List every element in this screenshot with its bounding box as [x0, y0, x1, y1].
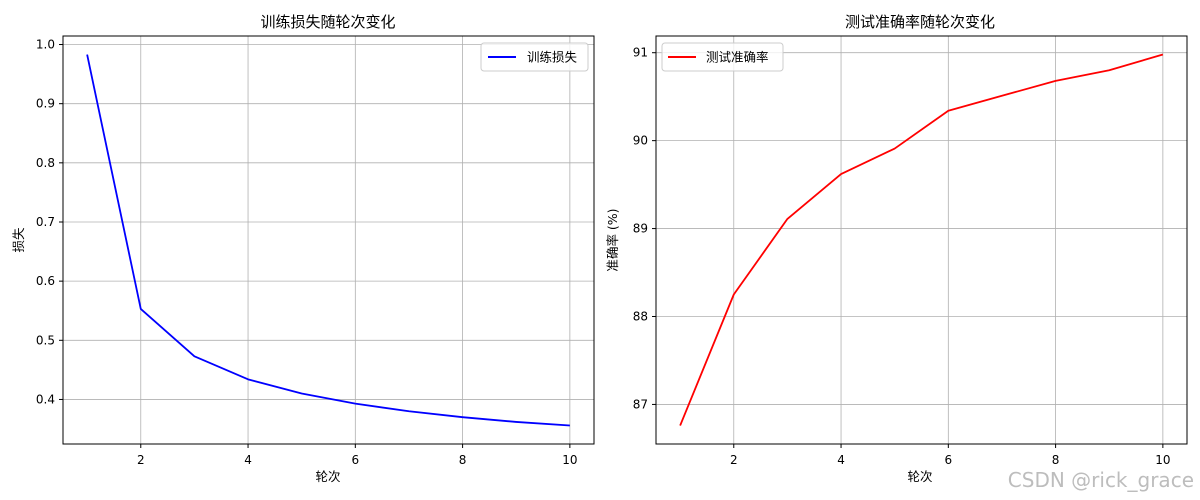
y-tick-label: 0.5	[36, 333, 55, 347]
series-line	[86, 54, 570, 427]
series-line	[679, 53, 1164, 426]
legend-box	[661, 42, 784, 72]
loss-chart: 训练损失随轮次变化 2 4 6 8 10 0.4 0.5 0.6 0.7 0.8 0.9 1.0 轮次…	[11, 13, 595, 484]
legend-label: 测试准确率	[706, 50, 769, 65]
x-axis-label: 轮次	[315, 469, 340, 484]
y-tick-label: 89	[633, 222, 648, 236]
y-axis-label: 损失	[11, 227, 26, 253]
x-tick-label: 2	[137, 453, 145, 467]
y-tick-label: 91	[633, 46, 648, 60]
x-axis-label: 轮次	[907, 469, 932, 484]
x-tick-label: 4	[244, 453, 252, 467]
legend-label: 训练损失	[527, 50, 578, 65]
y-tick-label: 0.7	[36, 215, 55, 229]
watermark: CSDN @rick_grace	[1007, 468, 1194, 492]
x-tick-label: 6	[944, 453, 952, 467]
y-tick-label: 87	[633, 397, 648, 411]
y-tick-label: 1.0	[36, 38, 55, 52]
y-axis-label: 准确率 (%)	[605, 208, 620, 271]
x-tick-label: 8	[1052, 453, 1060, 467]
y-tick-label: 88	[633, 310, 648, 324]
x-tick-label: 10	[1155, 453, 1170, 467]
legend-box	[480, 42, 589, 72]
x-tick-label: 10	[562, 453, 577, 467]
legend: 测试准确率	[661, 42, 784, 72]
y-tick-label: 0.8	[36, 156, 55, 170]
legend: 训练损失	[480, 42, 589, 72]
y-tick-label: 90	[633, 134, 648, 148]
x-tick-label: 6	[351, 453, 359, 467]
x-tick-label: 8	[459, 453, 467, 467]
plot-area-frame	[62, 35, 595, 445]
accuracy-chart: 测试准确率随轮次变化 2 4 6 8 10 87 88 89 90 91 轮次 准确率 (%) 测…	[605, 13, 1188, 484]
chart-title: 测试准确率随轮次变化	[845, 13, 995, 31]
x-tick-label: 4	[837, 453, 845, 467]
y-tick-label: 0.6	[36, 274, 55, 288]
plot-area-frame	[655, 35, 1188, 445]
chart-title: 训练损失随轮次变化	[260, 13, 395, 31]
x-tick-label: 2	[730, 453, 738, 467]
y-tick-label: 0.4	[36, 392, 55, 406]
y-tick-label: 0.9	[36, 97, 55, 111]
